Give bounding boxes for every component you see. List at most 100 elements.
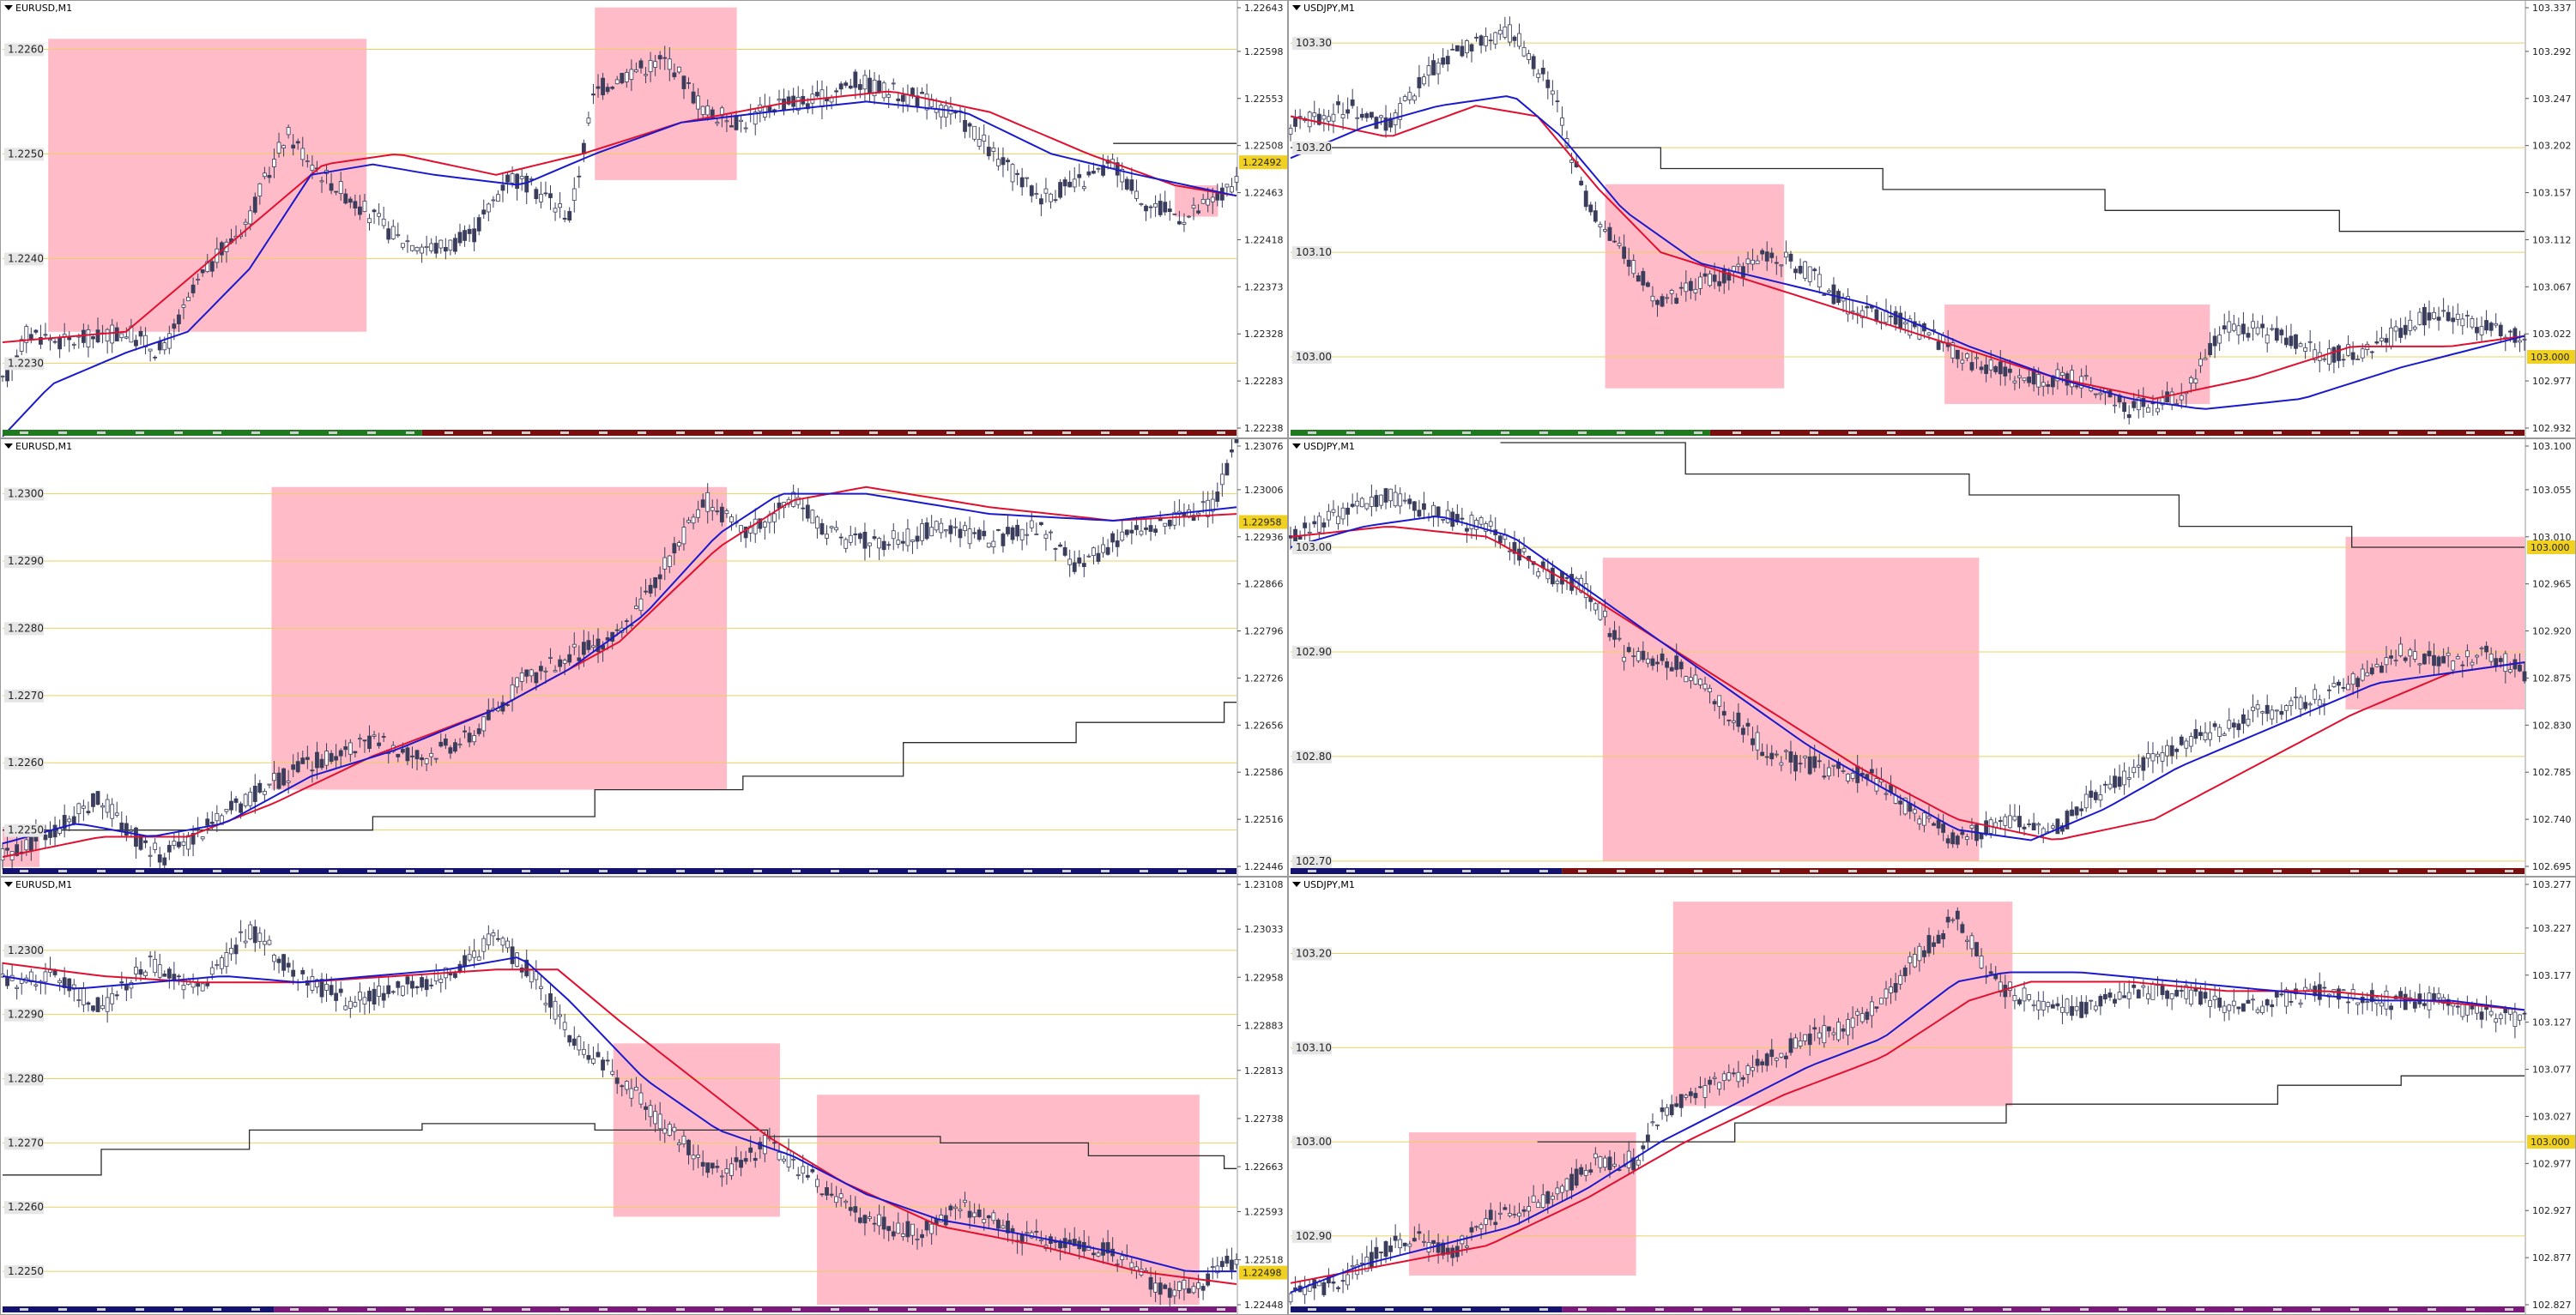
candle-body (1974, 942, 1979, 956)
candle-body (591, 1059, 596, 1064)
session-tick (2080, 1308, 2089, 1311)
level-label-bg (4, 823, 44, 837)
candle-body (1006, 1221, 1010, 1234)
candle-body (1327, 116, 1331, 122)
chart-panel-eurusd-1[interactable]: 1.2260 1.2250 1.2240 1.2230 1.22643 1.22598 1.… (0, 0, 1288, 438)
candle-body (2007, 815, 2012, 829)
candle-body (119, 333, 124, 339)
candle-body (1412, 1238, 1417, 1242)
candle-body (1550, 90, 1555, 95)
session-tick (792, 431, 801, 434)
y-tick-label: 1.22598 (1244, 46, 1284, 57)
candle-body (667, 555, 672, 567)
candle-body (1764, 1053, 1769, 1066)
candle-body (571, 188, 577, 202)
candle-body (1176, 1282, 1182, 1291)
session-tick (1810, 431, 1818, 434)
candle-body (1936, 934, 1941, 944)
candle-body (1545, 79, 1551, 88)
collapse-triangle-icon[interactable] (1292, 5, 1301, 10)
candle-body (1793, 755, 1798, 772)
collapse-triangle-icon[interactable] (1292, 443, 1301, 449)
candle-body (305, 757, 310, 760)
candle-body (929, 527, 934, 537)
candle-body (805, 1174, 810, 1178)
candle-body (1636, 1160, 1641, 1166)
candle-body (596, 86, 601, 89)
candle-body (405, 747, 410, 762)
candle-body (2122, 770, 2127, 786)
level-label-bg (4, 487, 44, 501)
session-tick (831, 1308, 839, 1311)
collapse-triangle-icon[interactable] (4, 5, 13, 10)
candle-body (2113, 775, 2117, 788)
session-tick (367, 870, 376, 872)
candle-body (2346, 1001, 2350, 1004)
candle-body (1225, 462, 1230, 476)
level-label: 1.2250 (8, 1265, 44, 1277)
session-tick (908, 870, 916, 872)
candle-body (1941, 933, 1946, 940)
candle-body (1932, 823, 1936, 826)
candle-body (963, 525, 967, 531)
candle-body (2326, 689, 2331, 691)
collapse-triangle-icon[interactable] (4, 443, 13, 449)
candle-body (1219, 474, 1225, 486)
candle-body (1124, 178, 1129, 190)
candle-body (1402, 96, 1407, 101)
candle-body (1072, 562, 1077, 572)
session-tick (1178, 1308, 1187, 1311)
chart-panel-eurusd-2[interactable]: 1.2300 1.2290 1.2280 1.2270 1.2260 1.2250 1.23… (0, 438, 1288, 877)
collapse-triangle-icon[interactable] (1292, 882, 1301, 887)
candle-body (1841, 769, 1846, 772)
candle-body (1998, 820, 2003, 823)
candle-body (43, 971, 48, 983)
chart-panel-usdjpy-2[interactable]: 103.00 102.90 102.80 102.70 103.100 103.055 10… (1288, 438, 2576, 877)
candle-body (2417, 663, 2422, 666)
collapse-triangle-icon[interactable] (4, 882, 13, 887)
candle-body (1603, 611, 1607, 618)
session-tick (2157, 870, 2166, 872)
chart-panel-usdjpy-1[interactable]: 103.30 103.20 103.10 103.00 103.337 103.292 10… (1288, 0, 2576, 438)
candle-body (367, 735, 372, 749)
candle-body (2246, 999, 2251, 1004)
candle-body (1374, 495, 1379, 508)
candle-body (257, 782, 263, 793)
candle-body (1407, 1243, 1412, 1247)
candle-body (1086, 171, 1091, 176)
candle-body (81, 805, 86, 809)
candle-body (2103, 993, 2107, 1000)
level-label: 1.2290 (8, 1009, 44, 1021)
candle-body (2098, 995, 2103, 1007)
candle-body (2145, 993, 2150, 999)
candle-body (1340, 114, 1345, 118)
candle-body (571, 643, 577, 648)
level-label: 1.2250 (8, 824, 44, 836)
session-tick (444, 431, 453, 434)
candle-body (143, 840, 148, 843)
session-tick (1385, 1308, 1394, 1311)
candle-body (252, 926, 257, 944)
level-label: 1.2230 (8, 357, 44, 369)
candle-body (948, 525, 953, 534)
candle-body (2398, 991, 2404, 998)
candle-body (276, 958, 281, 963)
chart-panel-usdjpy-3[interactable]: 103.20 103.10 103.00 102.90 103.277 103.227 10… (1288, 877, 2576, 1315)
level-label-bg (4, 757, 44, 770)
candle-body (1153, 528, 1158, 534)
candle-body (405, 240, 410, 243)
candle-body (2036, 374, 2041, 388)
candle-body (2017, 999, 2022, 1004)
candle-body (2283, 705, 2289, 711)
candle-body (715, 510, 720, 513)
candle-body (1998, 981, 2003, 992)
session-tick (20, 431, 28, 434)
chart-panel-eurusd-3[interactable]: 1.2300 1.2290 1.2280 1.2270 1.2260 1.2250 1.23… (0, 877, 1288, 1315)
session-tick (599, 1308, 608, 1311)
level-label: 1.2270 (8, 1137, 44, 1149)
candle-body (1388, 1246, 1393, 1252)
candle-body (2408, 319, 2413, 331)
candle-body (1460, 517, 1465, 520)
candle-body (1788, 1038, 1793, 1053)
candle-body (2208, 342, 2212, 355)
